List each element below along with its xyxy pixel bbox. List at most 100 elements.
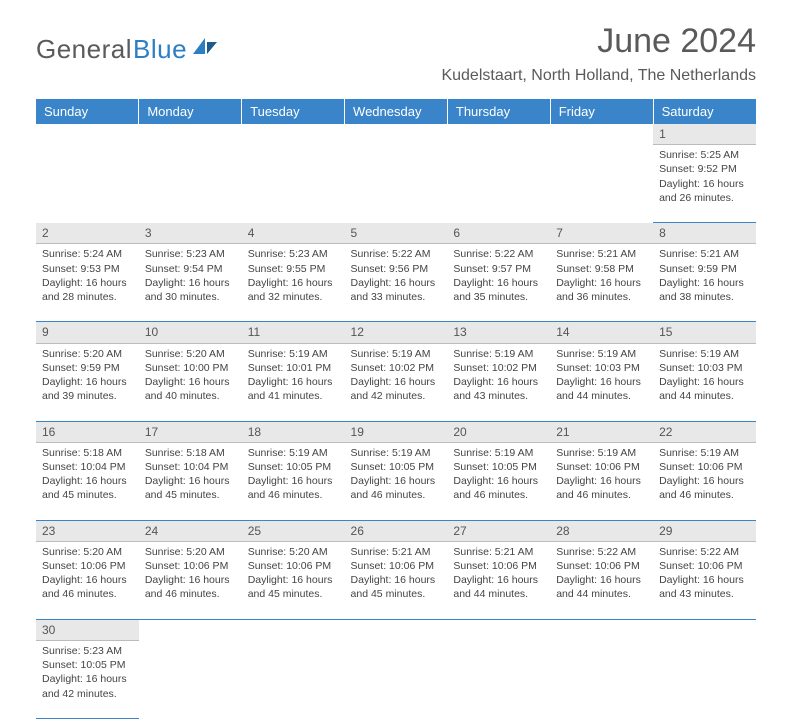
sunrise-text: Sunrise: 5:20 AM [248,545,339,559]
day-number-cell [139,619,242,640]
day-number-cell [242,124,345,145]
daylight-text: Daylight: 16 hours and 45 minutes. [145,474,236,502]
title-block: June 2024 Kudelstaart, North Holland, Th… [441,22,756,85]
day-cell: Sunrise: 5:22 AMSunset: 10:06 PMDaylight… [653,541,756,619]
day-number-cell [447,619,550,640]
day-number-cell: 12 [345,322,448,343]
daylight-text: Daylight: 16 hours and 46 minutes. [453,474,544,502]
daylight-text: Daylight: 16 hours and 46 minutes. [659,474,750,502]
sunrise-text: Sunrise: 5:19 AM [351,347,442,361]
sunset-text: Sunset: 10:06 PM [42,559,133,573]
day-number-cell: 21 [550,421,653,442]
day-number-cell: 22 [653,421,756,442]
sunrise-text: Sunrise: 5:19 AM [351,446,442,460]
daylight-text: Daylight: 16 hours and 46 minutes. [42,573,133,601]
day-number-cell: 13 [447,322,550,343]
weekday-header: Tuesday [242,99,345,124]
day-number-cell [139,124,242,145]
day-number-row: 23242526272829 [36,520,756,541]
sunset-text: Sunset: 10:05 PM [42,658,133,672]
day-number-cell [345,124,448,145]
day-number-cell: 19 [345,421,448,442]
sunrise-text: Sunrise: 5:23 AM [248,247,339,261]
day-cell: Sunrise: 5:19 AMSunset: 10:06 PMDaylight… [550,442,653,520]
sunset-text: Sunset: 10:05 PM [453,460,544,474]
sunrise-text: Sunrise: 5:21 AM [556,247,647,261]
daylight-text: Daylight: 16 hours and 42 minutes. [351,375,442,403]
sunset-text: Sunset: 9:59 PM [42,361,133,375]
sunset-text: Sunset: 10:06 PM [248,559,339,573]
day-cell [345,641,448,719]
day-number-cell [36,124,139,145]
week-row: Sunrise: 5:24 AMSunset: 9:53 PMDaylight:… [36,244,756,322]
day-number-cell: 7 [550,223,653,244]
day-cell [550,145,653,223]
sunset-text: Sunset: 9:54 PM [145,262,236,276]
sunrise-text: Sunrise: 5:22 AM [351,247,442,261]
sunset-text: Sunset: 10:05 PM [351,460,442,474]
daylight-text: Daylight: 16 hours and 45 minutes. [42,474,133,502]
day-number-cell: 18 [242,421,345,442]
sunset-text: Sunset: 10:04 PM [145,460,236,474]
sunrise-text: Sunrise: 5:23 AM [42,644,133,658]
sunrise-text: Sunrise: 5:21 AM [453,545,544,559]
sunset-text: Sunset: 9:57 PM [453,262,544,276]
calendar-head: SundayMondayTuesdayWednesdayThursdayFrid… [36,99,756,124]
sunrise-text: Sunrise: 5:25 AM [659,148,750,162]
day-cell: Sunrise: 5:19 AMSunset: 10:02 PMDaylight… [345,343,448,421]
day-number-cell: 11 [242,322,345,343]
day-number-cell: 26 [345,520,448,541]
sunrise-text: Sunrise: 5:19 AM [556,347,647,361]
sunrise-text: Sunrise: 5:19 AM [659,446,750,460]
sunset-text: Sunset: 9:56 PM [351,262,442,276]
sunrise-text: Sunrise: 5:24 AM [42,247,133,261]
day-number-cell: 20 [447,421,550,442]
day-number-cell: 15 [653,322,756,343]
week-row: Sunrise: 5:23 AMSunset: 10:05 PMDaylight… [36,641,756,719]
day-cell: Sunrise: 5:25 AMSunset: 9:52 PMDaylight:… [653,145,756,223]
daylight-text: Daylight: 16 hours and 44 minutes. [556,375,647,403]
day-cell [447,145,550,223]
daylight-text: Daylight: 16 hours and 45 minutes. [351,573,442,601]
sunset-text: Sunset: 9:58 PM [556,262,647,276]
sunrise-text: Sunrise: 5:21 AM [659,247,750,261]
sunset-text: Sunset: 10:06 PM [351,559,442,573]
daylight-text: Daylight: 16 hours and 38 minutes. [659,276,750,304]
day-number-row: 2345678 [36,223,756,244]
day-cell [653,641,756,719]
daylight-text: Daylight: 16 hours and 30 minutes. [145,276,236,304]
daylight-text: Daylight: 16 hours and 28 minutes. [42,276,133,304]
day-number-cell: 16 [36,421,139,442]
location-subtitle: Kudelstaart, North Holland, The Netherla… [441,67,756,85]
sunrise-text: Sunrise: 5:19 AM [453,347,544,361]
day-cell [447,641,550,719]
day-cell [36,145,139,223]
sunset-text: Sunset: 10:06 PM [453,559,544,573]
daylight-text: Daylight: 16 hours and 45 minutes. [248,573,339,601]
day-number-cell: 1 [653,124,756,145]
sunset-text: Sunset: 10:06 PM [659,559,750,573]
sunrise-text: Sunrise: 5:19 AM [659,347,750,361]
day-number-row: 30 [36,619,756,640]
sunrise-text: Sunrise: 5:20 AM [145,347,236,361]
day-cell: Sunrise: 5:19 AMSunset: 10:03 PMDaylight… [653,343,756,421]
sunrise-text: Sunrise: 5:21 AM [351,545,442,559]
day-number-row: 9101112131415 [36,322,756,343]
day-number-cell [653,619,756,640]
week-row: Sunrise: 5:25 AMSunset: 9:52 PMDaylight:… [36,145,756,223]
day-cell: Sunrise: 5:20 AMSunset: 10:06 PMDaylight… [139,541,242,619]
day-number-cell: 14 [550,322,653,343]
daylight-text: Daylight: 16 hours and 41 minutes. [248,375,339,403]
day-number-cell: 8 [653,223,756,244]
day-number-cell: 6 [447,223,550,244]
day-cell: Sunrise: 5:18 AMSunset: 10:04 PMDaylight… [139,442,242,520]
day-cell: Sunrise: 5:19 AMSunset: 10:05 PMDaylight… [242,442,345,520]
sunset-text: Sunset: 10:06 PM [659,460,750,474]
day-cell [139,145,242,223]
day-number-cell: 28 [550,520,653,541]
day-number-cell [447,124,550,145]
daylight-text: Daylight: 16 hours and 32 minutes. [248,276,339,304]
sunrise-text: Sunrise: 5:20 AM [145,545,236,559]
daylight-text: Daylight: 16 hours and 43 minutes. [659,573,750,601]
day-number-cell: 9 [36,322,139,343]
